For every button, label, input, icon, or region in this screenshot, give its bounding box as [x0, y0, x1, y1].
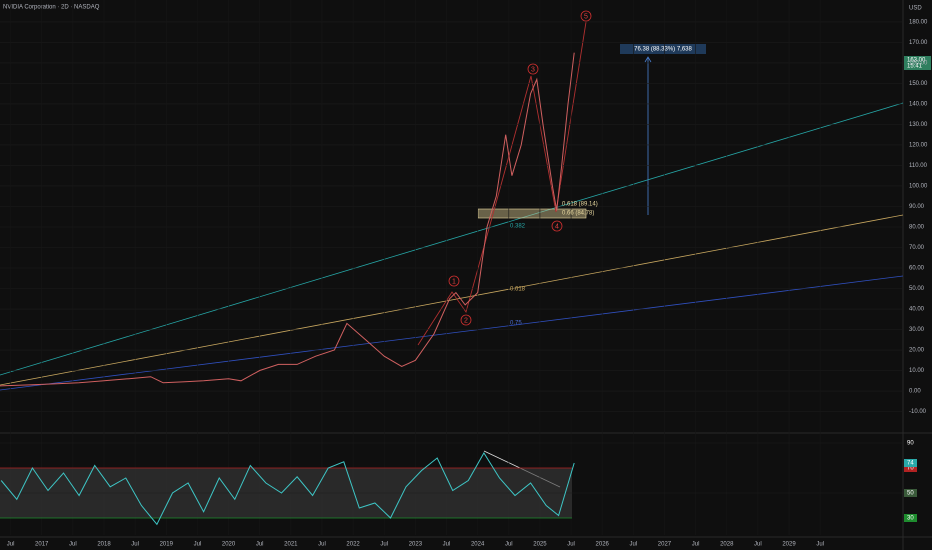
y-tick-box	[904, 489, 917, 497]
x-tick-label: Jul	[505, 542, 513, 548]
x-tick-label: Jul	[7, 542, 15, 548]
wave-marker	[580, 10, 592, 22]
x-tick-label: 2029	[782, 542, 796, 548]
y-tick-box	[904, 464, 917, 472]
wave-marker	[460, 314, 472, 326]
wave-label: 3	[531, 66, 535, 73]
y-tick-label: 50.00	[909, 286, 925, 292]
x-tick-label: Jul	[256, 542, 264, 548]
x-tick-label: 2026	[596, 542, 610, 548]
price-line	[0, 452, 575, 526]
x-tick-label: 2024	[471, 542, 485, 548]
last-price-box	[904, 56, 931, 70]
x-tick-label: 2017	[35, 542, 49, 548]
fib-zone	[477, 208, 587, 219]
x-tick-label: Jul	[630, 542, 638, 548]
y-tick-label: 0.00	[909, 389, 921, 395]
y-tick-label: 30	[907, 516, 914, 522]
x-tick-label: 2025	[533, 542, 547, 548]
wave-label: 5	[584, 13, 588, 20]
countdown: 15:41	[907, 64, 923, 70]
x-tick-label: Jul	[567, 542, 575, 548]
x-tick-label: 2018	[97, 542, 111, 548]
x-tick-label: Jul	[380, 542, 388, 548]
y-tick-label: 160.00	[909, 61, 928, 67]
wave-marker	[448, 275, 460, 287]
y-tick-label: 70	[907, 466, 914, 472]
fib-label: 0.382	[510, 224, 526, 230]
fib-label: 0.618	[510, 287, 526, 293]
rsi-value-label: 74	[907, 461, 914, 467]
y-tick-label: 60.00	[909, 266, 925, 272]
wave-marker	[551, 220, 563, 232]
x-tick-label: Jul	[194, 542, 202, 548]
currency: USD	[909, 6, 922, 12]
x-tick-label: Jul	[318, 542, 326, 548]
y-tick-label: -10.00	[909, 409, 927, 415]
y-tick-label: 90	[907, 441, 914, 447]
wave-label: 2	[464, 317, 468, 324]
y-tick-label: 10.00	[909, 368, 925, 374]
y-tick-label: 150.00	[909, 81, 928, 87]
wave-label: 4	[555, 223, 559, 230]
x-tick-label: 2027	[658, 542, 672, 548]
x-tick-label: 2020	[222, 542, 236, 548]
y-tick-label: 90.00	[909, 204, 925, 210]
fib-label: 0.66 (84.78)	[562, 211, 594, 217]
measure-box	[620, 44, 706, 54]
x-tick-label: 2028	[720, 542, 734, 548]
fib-fan-line	[0, 214, 904, 386]
price-line	[0, 52, 575, 387]
y-tick-label: 100.00	[909, 184, 928, 190]
x-tick-label: Jul	[692, 542, 700, 548]
measure-arrow-head	[644, 56, 652, 63]
y-tick-label: 180.00	[909, 20, 928, 26]
y-tick-label: 50	[907, 491, 914, 497]
y-tick-label: 30.00	[909, 327, 925, 333]
last-price: 163.00	[907, 58, 926, 64]
chart-title: NVIDIA Corporation · 2D · NASDAQ	[3, 5, 100, 11]
wave-label: 1	[452, 278, 456, 285]
x-tick-label: Jul	[754, 542, 762, 548]
x-tick-label: Jul	[131, 542, 139, 548]
x-tick-label: Jul	[443, 542, 451, 548]
fib-label: 0.618 (89.14)	[562, 202, 598, 208]
x-tick-label: 2019	[160, 542, 174, 548]
y-tick-label: 130.00	[909, 122, 928, 128]
x-tick-label: 2023	[409, 542, 423, 548]
y-tick-label: 170.00	[909, 40, 928, 46]
y-tick-box	[904, 514, 917, 522]
x-tick-label: Jul	[69, 542, 77, 548]
x-tick-label: Jul	[816, 542, 824, 548]
x-tick-label: 2021	[284, 542, 298, 548]
y-tick-label: 40.00	[909, 307, 925, 313]
fib-fan-line	[0, 275, 904, 391]
y-tick-label: 20.00	[909, 348, 925, 354]
fib-label: 0.75	[510, 321, 522, 327]
x-tick-label: 2022	[346, 542, 360, 548]
rsi-value-box	[904, 459, 917, 467]
y-tick-label: 80.00	[909, 225, 925, 231]
y-tick-label: 120.00	[909, 143, 928, 149]
y-tick-label: 110.00	[909, 163, 928, 169]
y-tick-label: 70.00	[909, 245, 925, 251]
wave-marker	[527, 63, 539, 75]
y-tick-label: 140.00	[909, 102, 928, 108]
measure-label: 76.38 (88.33%) 7,638	[634, 47, 692, 53]
